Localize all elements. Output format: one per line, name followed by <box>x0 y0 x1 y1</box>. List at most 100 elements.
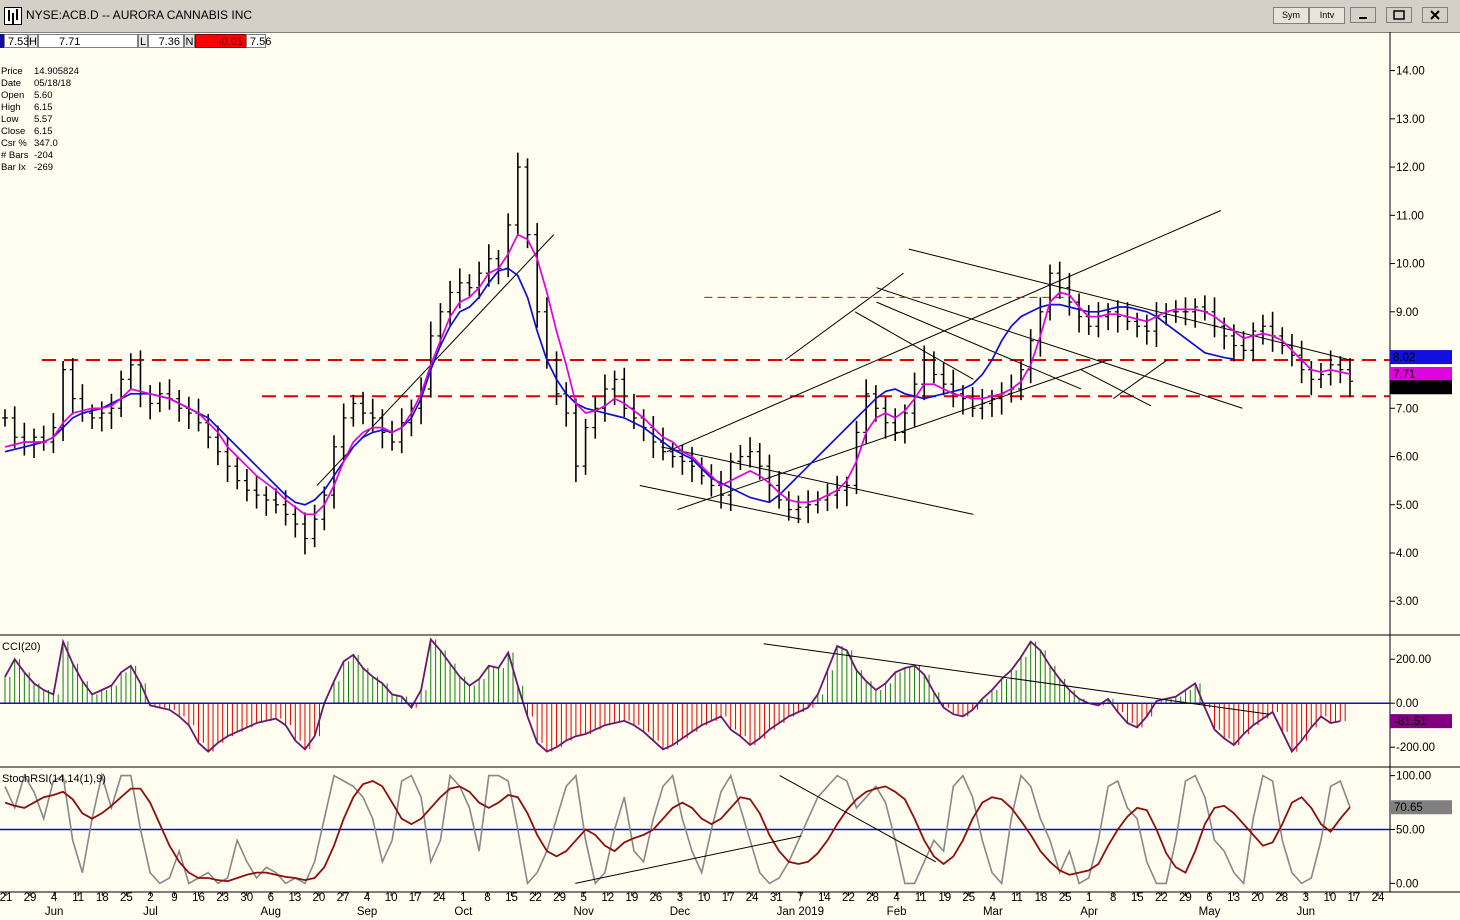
window-title: NYSE:ACB.D -- AURORA CANNABIS INC <box>26 8 253 22</box>
info-label: Date <box>1 78 22 89</box>
x-tick-label: 18 <box>96 892 109 904</box>
interval-button[interactable]: Intv <box>1309 7 1345 24</box>
month-label: Nov <box>573 906 594 918</box>
last-value-box <box>1390 367 1452 382</box>
x-tick-label: 4 <box>990 892 997 904</box>
app-chart-icon <box>4 7 22 25</box>
last-value-box <box>1390 800 1452 815</box>
month-label: Jun <box>45 906 64 918</box>
info-value: 5.60 <box>34 90 53 101</box>
y-tick-label: 5.00 <box>1396 500 1418 512</box>
x-tick-label: 24 <box>433 892 446 904</box>
last-value-label: 70.65 <box>1394 802 1423 814</box>
interval-button-label: Intv <box>1319 10 1335 20</box>
month-label: Oct <box>454 906 473 918</box>
trendline <box>876 287 1243 409</box>
x-tick-label: 1 <box>460 892 466 904</box>
ohlc-bars <box>2 152 1353 555</box>
pane-title: CCI(20) <box>2 641 41 653</box>
trendline <box>661 446 974 515</box>
high-label: H <box>28 34 38 48</box>
symbol-button-label: Sym <box>1282 10 1300 20</box>
symbol-button[interactable]: Sym <box>1273 7 1309 24</box>
y-tick-label: 14.00 <box>1396 66 1425 78</box>
month-label: Dec <box>670 906 691 918</box>
x-tick-label: 25 <box>962 892 975 904</box>
info-value: 6.15 <box>34 126 53 137</box>
net-label: N <box>184 34 195 48</box>
month-label: Jan 2019 <box>777 906 824 918</box>
close-button[interactable] <box>1422 7 1448 23</box>
y-tick-label: 4.00 <box>1396 548 1418 560</box>
stoch-k-line <box>4 772 1351 886</box>
x-tick-label: 3 <box>677 892 683 904</box>
y-tick-label: 6.00 <box>1396 452 1418 464</box>
info-label: Csr % <box>1 138 27 149</box>
x-tick-label: 29 <box>553 892 566 904</box>
x-tick-label: 22 <box>1155 892 1168 904</box>
x-tick-label: 18 <box>1035 892 1048 904</box>
x-tick-label: 29 <box>1179 892 1192 904</box>
y-tick-label: 0.00 <box>1396 878 1418 890</box>
x-tick-label: 24 <box>1372 892 1385 904</box>
last-value-box <box>1390 350 1452 365</box>
high-value: 7.71 <box>38 34 138 48</box>
x-tick-label: 6 <box>1206 892 1212 904</box>
cci-line <box>4 637 1341 754</box>
x-tick-label: 22 <box>842 892 855 904</box>
x-tick-label: 19 <box>625 892 638 904</box>
info-label: Bar Ix <box>1 162 26 173</box>
last-value-label: 7.56 <box>1393 382 1415 394</box>
x-tick-label: 25 <box>1059 892 1072 904</box>
y-tick-label: 13.00 <box>1396 114 1425 126</box>
info-value: 5.57 <box>34 114 53 125</box>
info-label: # Bars <box>1 150 29 161</box>
x-tick-label: 11 <box>1011 892 1023 904</box>
x-tick-label: 17 <box>409 892 422 904</box>
x-tick-label: 17 <box>722 892 735 904</box>
info-label: Low <box>1 114 19 125</box>
x-tick-label: 25 <box>120 892 133 904</box>
x-tick-label: 15 <box>1131 892 1144 904</box>
info-value: -269 <box>34 162 54 173</box>
info-row: Date 05/18/18 <box>1 78 79 90</box>
open-value: 7.53 <box>4 34 29 48</box>
info-row: Bar Ix -269 <box>1 162 79 174</box>
x-tick-label: 3 <box>1303 892 1309 904</box>
y-tick-label: 9.00 <box>1396 307 1418 319</box>
x-tick-label: 21 <box>0 892 12 904</box>
info-label: High <box>1 102 21 113</box>
y-tick-label: 50.00 <box>1396 825 1425 837</box>
x-tick-label: 10 <box>698 892 711 904</box>
x-tick-label: 8 <box>484 892 490 904</box>
x-tick-label: 16 <box>192 892 205 904</box>
x-tick-label: 30 <box>240 892 253 904</box>
info-value: -204 <box>34 150 54 161</box>
info-panel: Price 14.905824 Date 05/18/18 Open 5.60 High 6.… <box>1 66 79 174</box>
info-row: High 6.15 <box>1 102 79 114</box>
y-tick-label: -200.00 <box>1396 742 1435 754</box>
x-tick-label: 17 <box>1348 892 1361 904</box>
x-tick-label: 6 <box>268 892 274 904</box>
x-tick-label: 24 <box>746 892 759 904</box>
x-tick-label: 13 <box>1227 892 1240 904</box>
x-tick-label: 23 <box>216 892 229 904</box>
x-tick-label: 29 <box>24 892 37 904</box>
x-tick-label: 11 <box>915 892 927 904</box>
moving-average-magenta <box>4 233 1351 516</box>
last-value-label: 8.02 <box>1393 352 1415 364</box>
y-tick-label: 200.00 <box>1396 654 1431 666</box>
month-label: Jul <box>143 906 158 918</box>
y-tick-label: 11.00 <box>1396 210 1424 222</box>
info-value: 14.905824 <box>34 66 79 77</box>
close-icon <box>1430 10 1440 20</box>
minimize-button[interactable] <box>1350 7 1376 23</box>
info-row: Close 6.15 <box>1 126 79 138</box>
maximize-button[interactable] <box>1386 7 1412 23</box>
trendline <box>784 272 904 361</box>
chart-area[interactable]: 14.0013.0012.0011.0010.009.008.007.006.0… <box>0 32 1460 920</box>
x-tick-label: 5 <box>580 892 586 904</box>
minimize-icon <box>1359 17 1367 19</box>
info-row: Csr % 347.0 <box>1 138 79 150</box>
x-tick-label: 10 <box>385 892 398 904</box>
